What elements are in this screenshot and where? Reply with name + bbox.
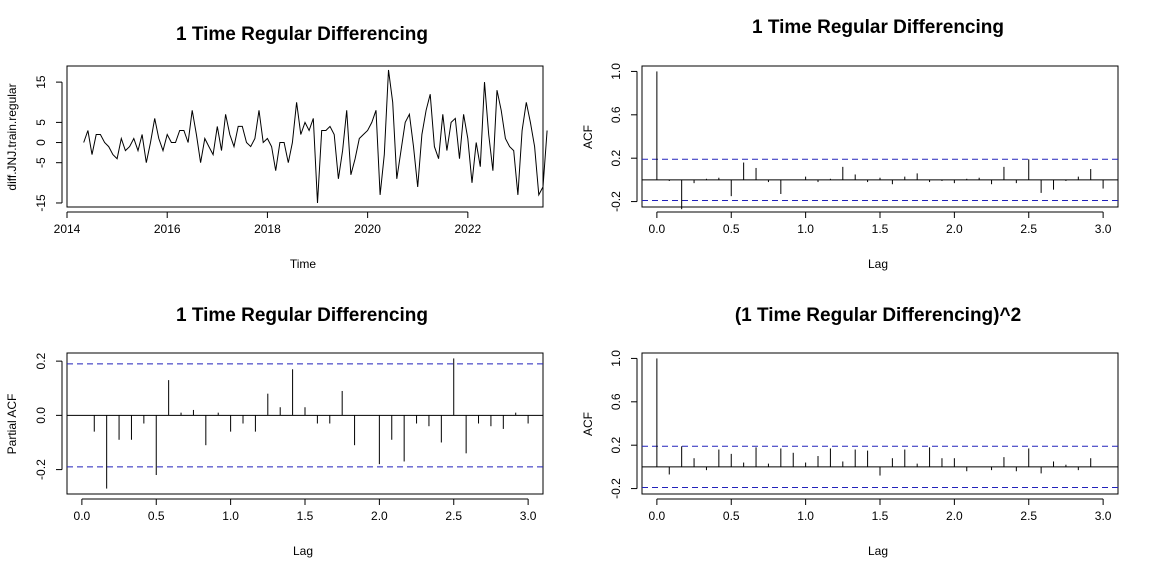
y-tick-label: 0.6 — [609, 393, 623, 410]
plot-frame — [641, 352, 1119, 495]
x-axis-label: Lag — [868, 544, 888, 558]
x-tick-label: 0.0 — [74, 509, 91, 523]
chart-title: 1 Time Regular Differencing — [176, 24, 428, 45]
y-tick-label: 15 — [34, 75, 48, 89]
x-tick-label: 0.0 — [649, 222, 666, 236]
y-tick-label: -0.2 — [34, 459, 48, 480]
x-tick-label: 2020 — [354, 222, 381, 236]
y-tick-label: 0 — [34, 139, 48, 146]
series-line — [83, 69, 548, 204]
y-axis-label: diff.JNJ.train.regular — [5, 83, 19, 190]
y-tick-label: 0.2 — [609, 150, 623, 167]
x-axis-label: Lag — [868, 257, 888, 271]
y-tick-label: -5 — [34, 157, 48, 168]
x-axis-label: Time — [290, 257, 317, 271]
x-tick-label: 0.5 — [723, 509, 740, 523]
x-tick-label: 2014 — [54, 222, 81, 236]
panel-time-series: 1 Time Regular Differencing Time diff.JN… — [5, 24, 548, 271]
x-tick-label: 3.0 — [1095, 222, 1112, 236]
x-tick-label: 1.0 — [797, 509, 814, 523]
x-tick-label: 2.0 — [946, 509, 963, 523]
y-tick-label: 5 — [34, 119, 48, 126]
x-tick-label: 1.5 — [872, 509, 889, 523]
plot-frame — [641, 65, 1119, 208]
y-tick-label: 0.6 — [609, 106, 623, 123]
chart-title: (1 Time Regular Differencing)^2 — [735, 305, 1021, 326]
y-axis-label: ACF — [581, 412, 595, 436]
x-tick-label: 2.0 — [371, 509, 388, 523]
chart-title: 1 Time Regular Differencing — [752, 17, 1004, 38]
y-axis-label: Partial ACF — [5, 394, 19, 455]
x-tick-label: 1.0 — [222, 509, 239, 523]
x-tick-label: 1.5 — [297, 509, 314, 523]
y-tick-label: -15 — [34, 194, 48, 212]
x-tick-label: 2.5 — [445, 509, 462, 523]
x-tick-label: 2016 — [154, 222, 181, 236]
panel-pacf: 1 Time Regular Differencing Lag Partial … — [5, 305, 544, 558]
y-tick-label: 1.0 — [609, 63, 623, 80]
x-axis-label: Lag — [293, 544, 313, 558]
x-tick-label: 1.5 — [872, 222, 889, 236]
x-tick-label: 0.0 — [649, 509, 666, 523]
y-axis-label: ACF — [581, 125, 595, 149]
x-tick-label: 2018 — [254, 222, 281, 236]
x-tick-label: 1.0 — [797, 222, 814, 236]
x-tick-label: 3.0 — [1095, 509, 1112, 523]
panel-acf: 1 Time Regular Differencing Lag ACF 0.0 0… — [581, 17, 1119, 271]
plot-frame — [66, 352, 544, 495]
x-tick-label: 2.5 — [1020, 222, 1037, 236]
x-tick-label: 0.5 — [723, 222, 740, 236]
x-tick-label: 2.0 — [946, 222, 963, 236]
y-tick-label: 0.2 — [609, 437, 623, 454]
x-tick-label: 2022 — [454, 222, 481, 236]
chart-title: 1 Time Regular Differencing — [176, 305, 428, 326]
x-tick-label: 3.0 — [520, 509, 537, 523]
y-tick-label: 0.0 — [34, 407, 48, 424]
plot-frame — [66, 65, 544, 208]
y-tick-label: 1.0 — [609, 350, 623, 367]
y-tick-label: -0.2 — [609, 191, 623, 212]
y-tick-label: 0.2 — [34, 352, 48, 369]
x-tick-label: 2.5 — [1020, 509, 1037, 523]
x-tick-label: 0.5 — [148, 509, 165, 523]
y-tick-label: -0.2 — [609, 478, 623, 499]
panel-acf-squared: (1 Time Regular Differencing)^2 Lag ACF … — [581, 305, 1119, 558]
